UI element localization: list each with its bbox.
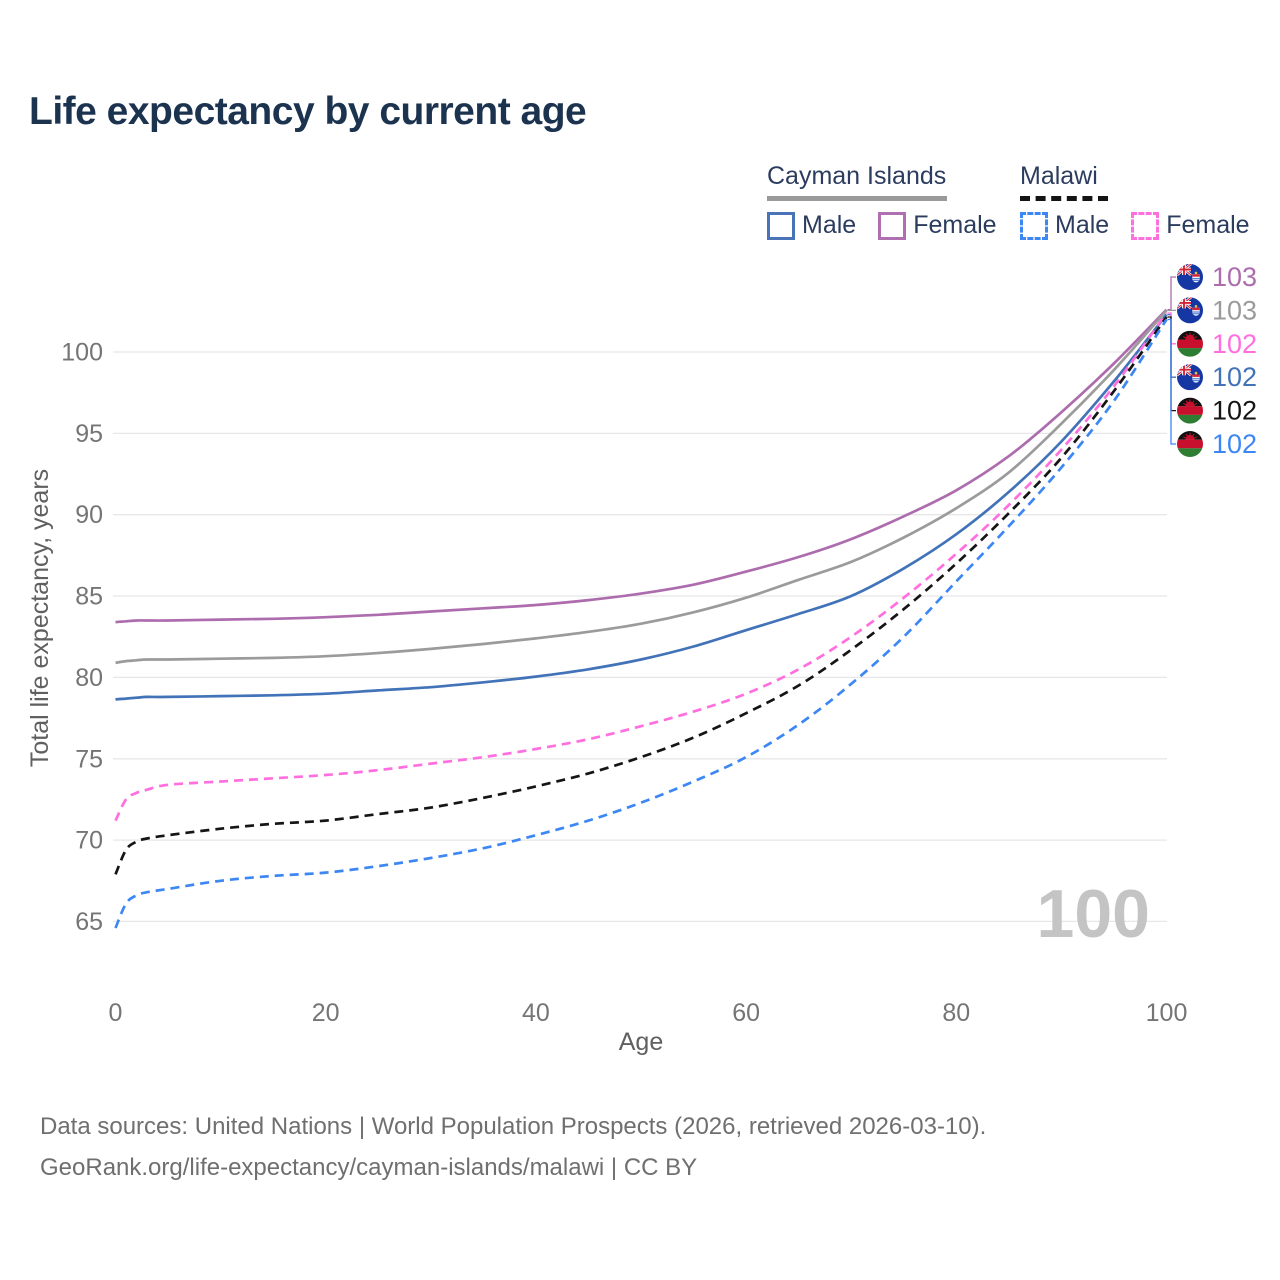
- x-axis-title: Age: [619, 1028, 663, 1056]
- legend-items-malawi: Male Female: [1020, 211, 1250, 240]
- malawi-flag-icon: [1177, 431, 1203, 457]
- gridlines: [113, 351, 1167, 923]
- legend-group-title-cayman: Cayman Islands: [767, 162, 947, 190]
- page-title: Life expectancy by current age: [29, 90, 587, 133]
- legend-item-cayman-male: Male: [767, 211, 856, 240]
- series-line-cayman-islands-combined: [115, 309, 1168, 665]
- y-axis-title: Total life expectancy, years: [26, 469, 54, 767]
- x-tick-label: 20: [312, 999, 340, 1027]
- end-value-label-malawi-male: 102: [1212, 429, 1257, 459]
- series-line-malawi-female: [114, 312, 1168, 822]
- leader-line-malawi-combined: [1167, 316, 1176, 412]
- legend-underline-dashed: [1020, 196, 1108, 201]
- end-value-label-malawi-female: 102: [1212, 329, 1257, 359]
- legend-group-cayman-islands: Cayman Islands Male Female: [767, 162, 997, 240]
- y-axis-tick-labels: 65 70 75 80 85 90 95 100: [61, 339, 103, 936]
- legend-item-label: Female: [1166, 211, 1250, 239]
- legend-swatch-malawi-female: [1131, 211, 1160, 240]
- y-tick-label: 90: [75, 501, 103, 529]
- series-line-cayman-islands-male: [115, 313, 1168, 701]
- legend-item-label: Male: [802, 211, 857, 239]
- end-value-label-malawi-combined: 102: [1212, 396, 1257, 426]
- chart-area: 100 65 70 75 80 85 90 95 100 0 20 40 60 80 100 Age Total…: [26, 262, 1257, 1056]
- footer-attribution: GeoRank.org/life-expectancy/cayman-islan…: [40, 1154, 698, 1181]
- y-tick-label: 95: [75, 420, 103, 448]
- end-value-label-cayman-islands-female: 103: [1212, 262, 1257, 292]
- footer: Data sources: United Nations | World Pop…: [40, 1106, 986, 1188]
- x-tick-label: 0: [109, 999, 123, 1027]
- y-tick-label: 75: [75, 745, 103, 773]
- series-lines: [114, 308, 1168, 929]
- y-tick-label: 70: [75, 827, 103, 855]
- age-counter-watermark: 100: [1037, 876, 1150, 952]
- y-tick-label: 100: [61, 339, 103, 367]
- legend-item-malawi-female: Female: [1131, 211, 1250, 240]
- legend-item-malawi-male: Male: [1020, 211, 1109, 240]
- legend-item-label: Female: [913, 211, 997, 239]
- series-line-malawi-combined: [114, 316, 1168, 875]
- legend-item-cayman-female: Female: [878, 211, 997, 240]
- legend-swatch-cayman-female: [878, 211, 907, 240]
- leader-line-malawi-male: [1167, 318, 1176, 445]
- legend-items-cayman: Male Female: [767, 211, 997, 240]
- series-line-cayman-islands-female: [115, 308, 1168, 624]
- footer-data-sources: Data sources: United Nations | World Pop…: [40, 1113, 987, 1140]
- leader-line-cayman-islands-male: [1167, 313, 1176, 378]
- legend-item-label: Male: [1055, 211, 1110, 239]
- legend-swatch-cayman-male: [767, 211, 795, 240]
- x-axis-tick-labels: 0 20 40 60 80 100: [109, 999, 1188, 1027]
- end-value-label-cayman-islands-combined: 103: [1212, 295, 1257, 325]
- legend-group-malawi: Malawi Male Female: [1020, 162, 1250, 240]
- series-line-malawi-male: [114, 318, 1168, 929]
- cayman-islands-flag-icon: [1177, 297, 1203, 323]
- end-value-label-cayman-islands-male: 102: [1212, 362, 1257, 392]
- x-tick-label: 100: [1146, 999, 1188, 1027]
- leader-line-cayman-islands-female: [1167, 276, 1176, 311]
- legend-swatch-malawi-male: [1020, 211, 1048, 240]
- x-tick-label: 40: [522, 999, 550, 1027]
- legend-underline-solid: [767, 196, 947, 201]
- x-tick-label: 80: [942, 999, 970, 1027]
- y-tick-label: 80: [75, 664, 103, 692]
- malawi-flag-icon: [1177, 331, 1203, 357]
- y-tick-label: 85: [75, 583, 103, 611]
- cayman-islands-flag-icon: [1177, 264, 1203, 290]
- malawi-flag-icon: [1177, 398, 1203, 424]
- legend-group-title-malawi: Malawi: [1020, 162, 1098, 190]
- cayman-islands-flag-icon: [1177, 364, 1203, 390]
- y-tick-label: 65: [75, 908, 103, 936]
- x-tick-label: 60: [732, 999, 760, 1027]
